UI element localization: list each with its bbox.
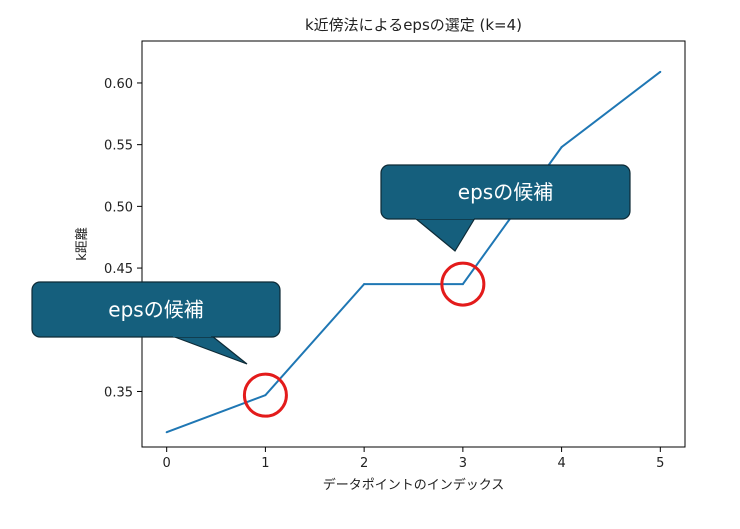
x-tick-label: 5 [656,456,664,471]
x-tick-label: 3 [459,456,467,471]
k-distance-line [166,71,661,434]
data-point [264,394,267,397]
callout-1: epsの候補 [31,281,288,418]
data-point [560,146,563,149]
data-point [363,283,366,286]
y-axis-title: k距離 [75,227,90,261]
x-tick-label: 1 [261,456,269,471]
highlight-circle [242,372,288,418]
y-tick-label: 0.35 [104,385,133,400]
x-axis-title: データポイントのインデックス [323,477,505,493]
plot-frame [141,40,686,448]
callout-box [380,164,631,220]
callout-text: epsの候補 [108,298,203,322]
data-point [461,283,464,286]
data-points [165,70,662,434]
y-tick-label: 0.50 [104,200,133,215]
x-tick-label: 0 [163,456,171,471]
x-axis: 0 1 2 3 4 5 [163,447,664,471]
x-tick-label: 2 [360,456,368,471]
x-tick-label: 4 [557,456,565,471]
chart-title: k近傍法によるepsの選定 (k=4) [305,16,522,34]
callout-box [31,281,281,338]
y-tick-label: 0.55 [104,139,133,154]
callout-2: epsの候補 [380,164,631,307]
data-point [659,70,662,73]
callout-text: epsの候補 [458,180,553,204]
callouts: epsの候補 epsの候補 [31,164,631,418]
y-tick-label: 0.45 [104,262,133,277]
data-point [165,431,168,434]
y-tick-label: 0.60 [104,77,133,92]
highlight-circle [440,261,486,307]
